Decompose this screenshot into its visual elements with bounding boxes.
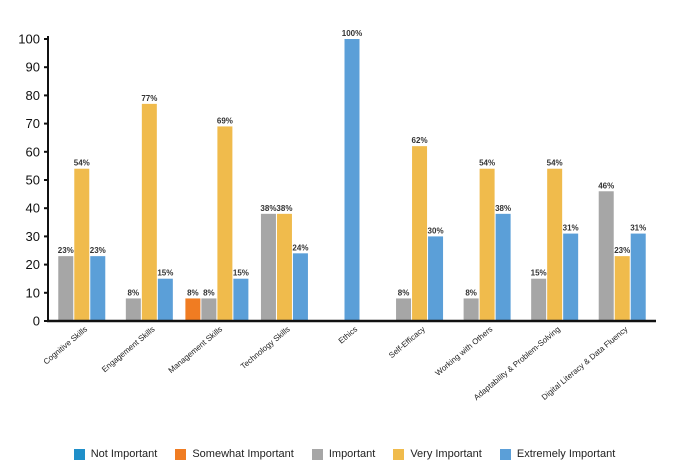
y-tick-label: 20 <box>26 257 40 272</box>
data-labels: 23%54%23%8%77%15%8% 8%69%15%38% 38%24%100%… <box>58 29 646 297</box>
x-tick-label: Engagement Skills <box>100 325 157 374</box>
bar-important <box>260 213 276 321</box>
bar-very-important <box>479 168 495 321</box>
data-label: 23% <box>58 246 74 255</box>
x-tick-label: Self-Efficacy <box>387 325 427 360</box>
legend: Not Important Somewhat Important Important… <box>0 443 689 465</box>
y-tick-label: 60 <box>26 144 40 159</box>
bar-extremely-important <box>630 233 646 321</box>
bar-important <box>598 191 614 321</box>
bar-extremely-important <box>495 213 511 321</box>
legend-item: Very Important <box>393 448 482 460</box>
legend-label: Somewhat Important <box>192 448 294 460</box>
data-label: 23% <box>90 246 106 255</box>
bar-extremely-important <box>233 278 249 321</box>
data-label: 38% <box>260 204 276 213</box>
legend-item: Extremely Important <box>499 448 616 460</box>
bars <box>58 39 646 321</box>
data-label: 31% <box>630 224 646 233</box>
legend-swatch <box>311 448 323 460</box>
y-tick-label: 90 <box>26 60 40 75</box>
data-label: 54% <box>547 159 563 168</box>
legend-swatch <box>393 448 405 460</box>
bar-very-important <box>412 146 428 321</box>
bar-important <box>201 298 217 321</box>
data-label: 62% <box>412 136 428 145</box>
x-axis: Cognitive Skills Engagement Skills Managem… <box>42 319 656 402</box>
legend-label: Extremely Important <box>516 448 616 460</box>
y-axis: 0 10 20 30 40 50 60 70 80 90 100 <box>18 32 49 329</box>
legend-item: Important <box>311 448 376 460</box>
bar-extremely-important <box>292 253 308 321</box>
data-label: 24% <box>292 243 308 252</box>
legend-item: Somewhat Important <box>175 448 294 460</box>
legend-label: Not Important <box>90 448 158 460</box>
data-label: 54% <box>479 159 495 168</box>
legend-item: Not Important <box>73 448 158 460</box>
bar-very-important <box>141 103 157 321</box>
y-tick-label: 40 <box>26 201 40 216</box>
x-tick-label: Technology Skills <box>239 325 292 371</box>
data-label: 15% <box>531 269 547 278</box>
bar-very-important <box>547 168 563 321</box>
bar-important <box>396 298 412 321</box>
bar-very-important <box>276 213 292 321</box>
x-tick-label: Management Skills <box>167 325 225 375</box>
data-label: 23% <box>614 246 630 255</box>
data-label: 46% <box>598 181 614 190</box>
legend-label: Very Important <box>410 448 482 460</box>
data-label: 54% <box>74 159 90 168</box>
y-tick-label: 10 <box>26 285 40 300</box>
y-tick-label: 0 <box>33 314 40 329</box>
legend-swatch <box>499 448 511 460</box>
y-tick-label: 70 <box>26 116 40 131</box>
x-tick-label: Working with Others <box>434 325 495 378</box>
y-tick-label: 50 <box>26 173 40 188</box>
bar-important <box>531 278 547 321</box>
bar-important <box>125 298 141 321</box>
y-tick-label: 80 <box>26 88 40 103</box>
data-label: 15% <box>233 269 249 278</box>
data-label: 38% <box>495 204 511 213</box>
bar-very-important <box>614 256 630 321</box>
bar-extremely-important <box>157 278 173 321</box>
data-label: 8% <box>128 288 140 297</box>
data-label: 8% <box>187 288 199 297</box>
bar-very-important <box>74 168 90 321</box>
data-label: 30% <box>428 226 444 235</box>
bar-extremely-important <box>344 39 360 321</box>
y-tick-label: 30 <box>26 229 40 244</box>
bar-extremely-important <box>90 256 106 321</box>
data-label: 38% <box>276 204 292 213</box>
bar-important <box>58 256 74 321</box>
bar-important <box>463 298 479 321</box>
legend-swatch <box>175 448 187 460</box>
y-tick-label: 100 <box>18 32 40 47</box>
bar-extremely-important <box>428 236 444 321</box>
bar-somewhat-important <box>185 298 201 321</box>
legend-swatch <box>73 448 85 460</box>
data-label: 77% <box>141 94 157 103</box>
x-tick-label: Ethics <box>337 325 359 346</box>
data-label: 8% <box>203 288 215 297</box>
data-label: 15% <box>157 269 173 278</box>
data-label: 100% <box>342 29 362 38</box>
bar-very-important <box>217 126 233 321</box>
data-label: 31% <box>563 224 579 233</box>
data-label: 8% <box>465 288 477 297</box>
legend-label: Important <box>328 448 376 460</box>
data-label: 69% <box>217 116 233 125</box>
x-tick-label: Cognitive Skills <box>42 325 89 367</box>
bar-extremely-important <box>563 233 579 321</box>
data-label: 8% <box>398 288 410 297</box>
